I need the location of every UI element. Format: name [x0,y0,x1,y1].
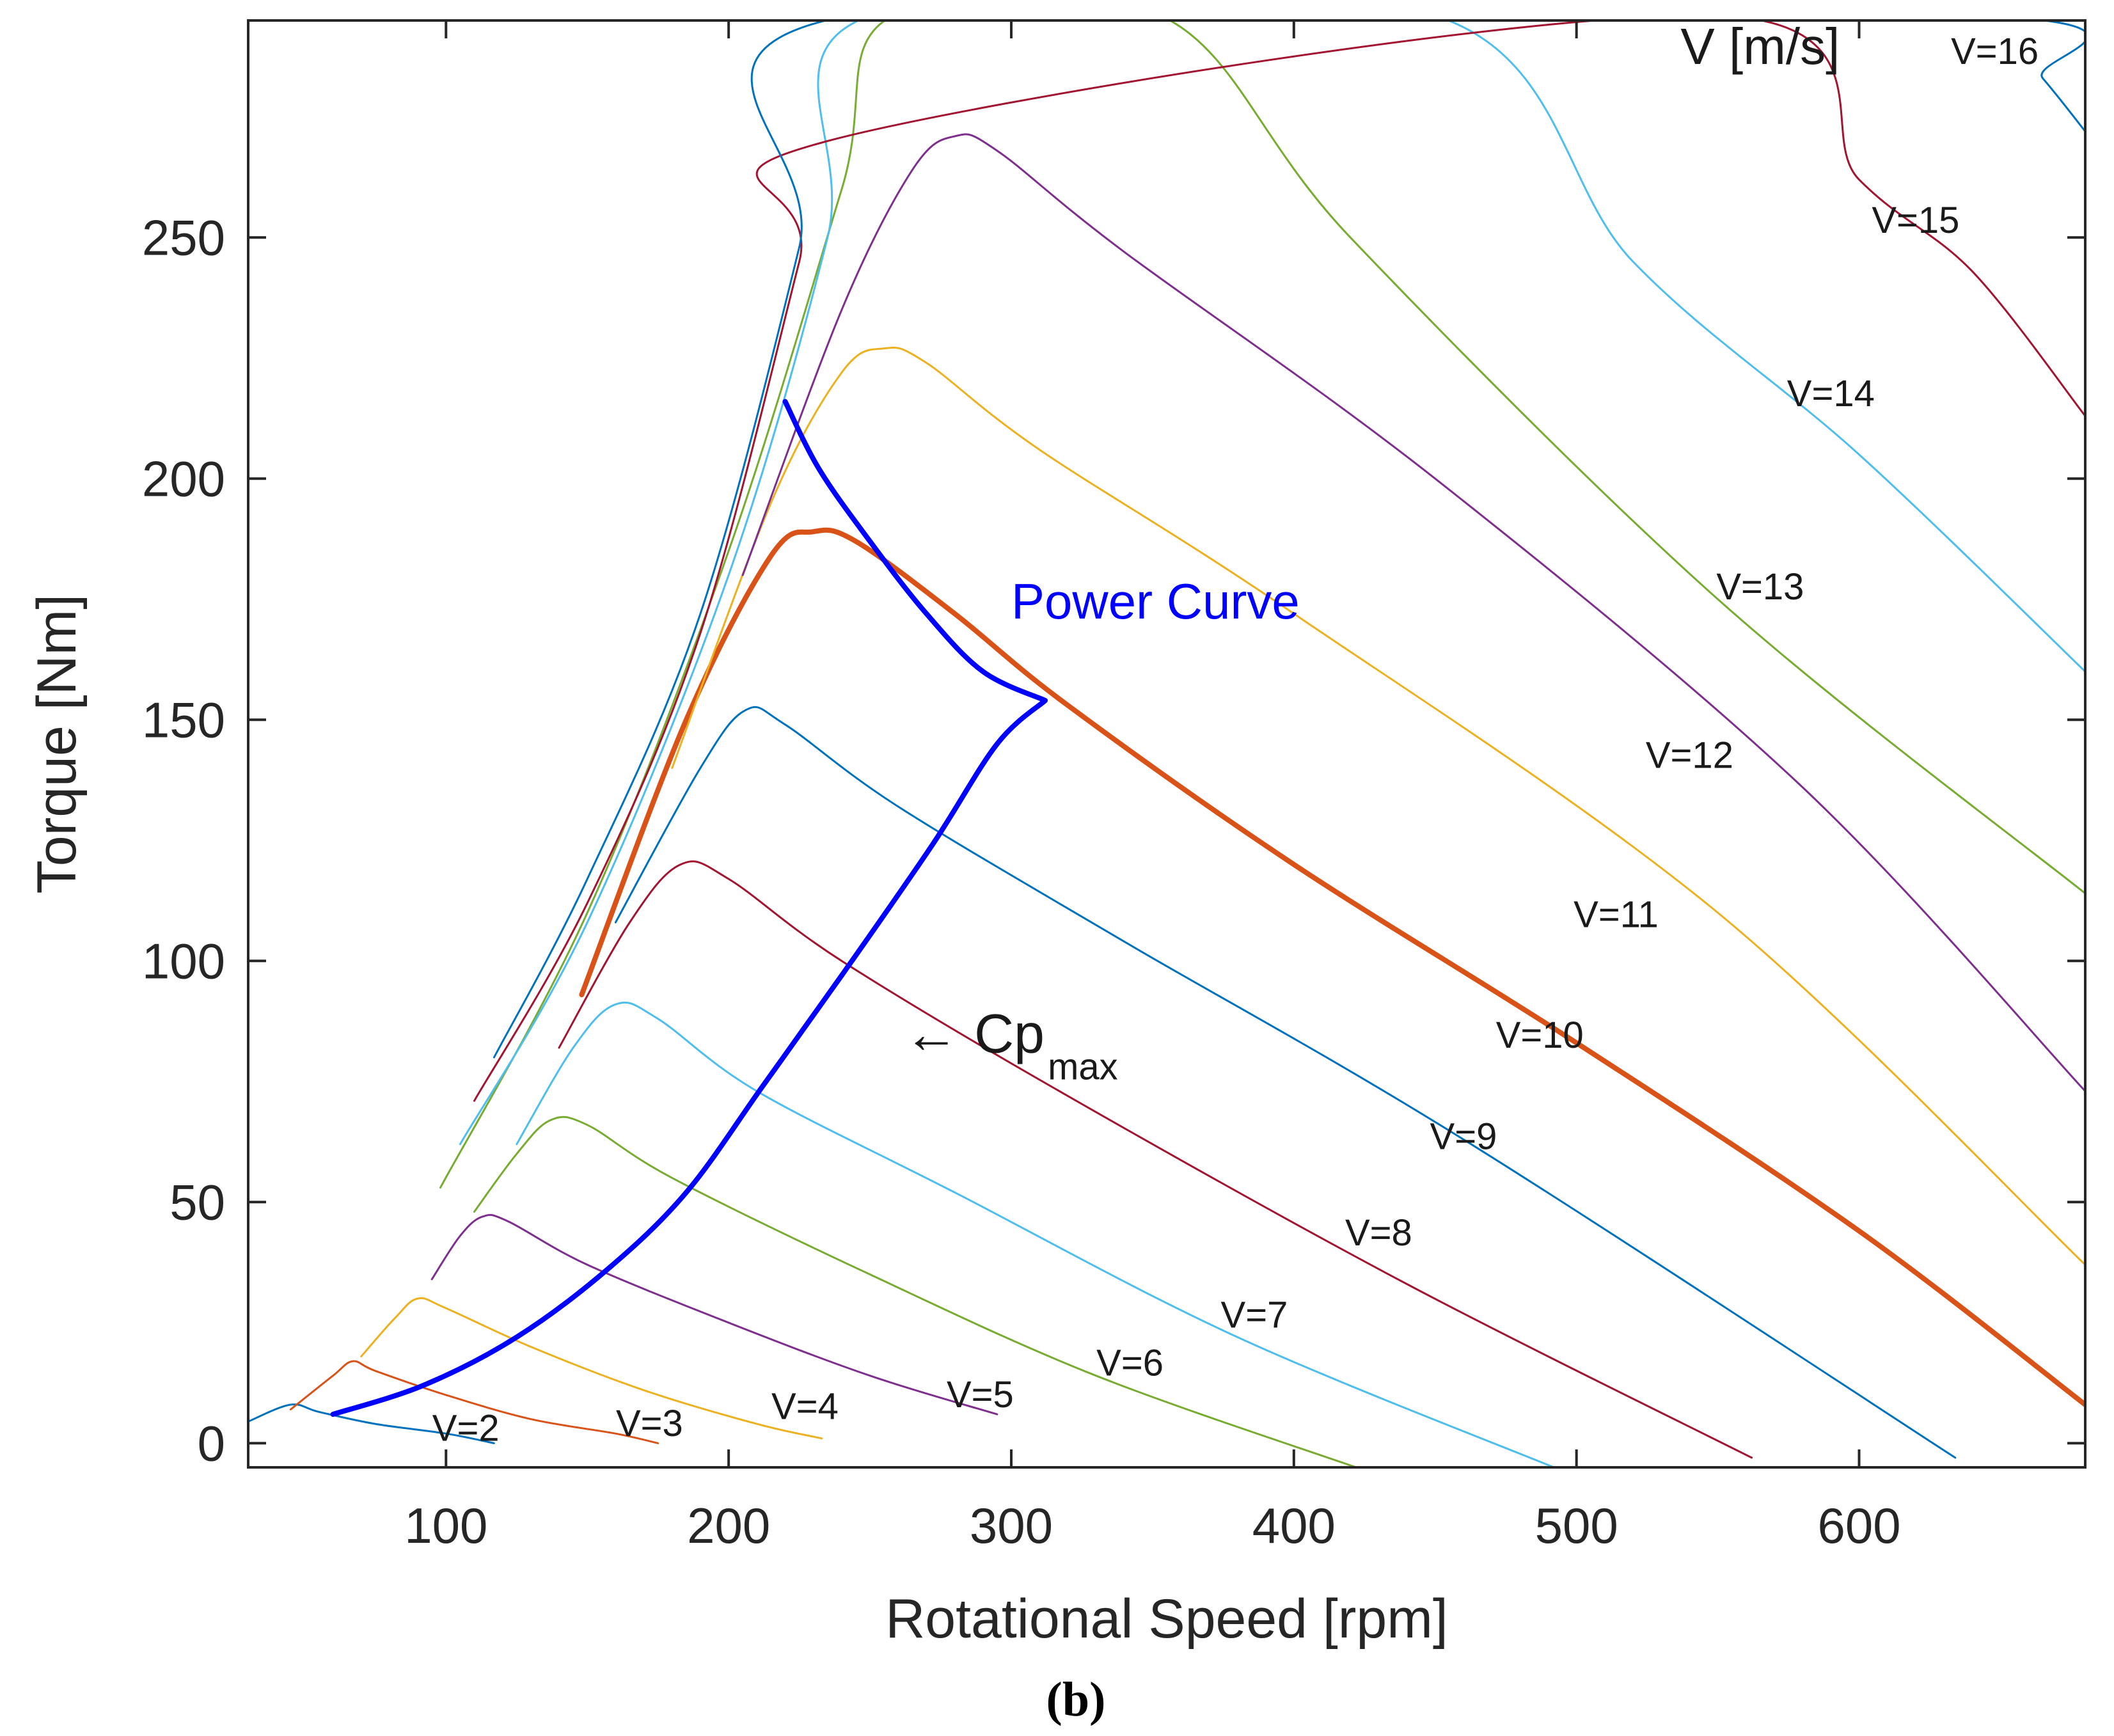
series-line-cp-max [330,698,1048,1417]
labels-layer: V=2 V=3 V=4 V=5 V=6 V=7 V=8 V=9 V=10 V=11 V=12 V=13… [432,18,2039,1449]
series-line-v-3 [289,1360,659,1444]
ticks-layer: 100 200 300 400 500 600 0 50 100 150 200 250 [142,20,2085,1554]
series-layer [248,20,2085,1467]
power-curve-label: Power Curve [1011,573,1300,629]
y-axis-title: Torque [Nm] [26,594,88,894]
curve-label-v-15: V=15 [1872,200,1959,241]
curve-label-v-12: V=12 [1646,735,1733,777]
curve-label-v-3: V=3 [616,1403,683,1444]
series-line-power-curve [782,398,1048,704]
curve-label-v-14: V=14 [1787,373,1875,414]
x-tick-label: 200 [687,1497,770,1554]
x-tick-label: 400 [1252,1497,1336,1554]
curve-label-v-10: V=10 [1496,1014,1584,1056]
series-line-v-8 [558,860,1753,1459]
y-tick-label: 250 [142,209,225,265]
cp-max-arrow: ← [904,1004,959,1065]
x-tick-label: 100 [404,1497,487,1554]
curve-label-v-4: V=4 [771,1386,839,1428]
legend-title: V [m/s] [1680,18,1840,75]
curve-label-v-9: V=9 [1430,1116,1497,1157]
curve-label-v-6: V=6 [1096,1343,1163,1384]
curve-label-v-13: V=13 [1716,566,1804,608]
curve-label-v-5: V=5 [947,1374,1014,1416]
series-line-v-10 [579,527,2085,1407]
cp-max-label: Cp [974,1004,1045,1065]
series-line-v-15 [473,20,2085,1102]
curve-label-v-2: V=2 [432,1408,500,1449]
series-line-v-6 [473,1116,1357,1467]
series-line-v-12 [741,133,2085,1093]
y-tick-label: 150 [142,691,225,748]
series-line-v-7 [516,1001,1555,1467]
x-tick-label: 300 [970,1497,1053,1554]
cp-max-subscript: max [1048,1046,1118,1088]
x-axis-title: Rotational Speed [rpm] [885,1588,1448,1650]
curve-label-v-8: V=8 [1345,1212,1412,1254]
series-line-v-4 [360,1297,823,1440]
y-tick-label: 100 [142,933,225,989]
series-line-v-2 [248,1403,495,1444]
curve-label-v-16: V=16 [1951,31,2039,72]
series-line-v-14 [459,20,2085,1146]
plot-frame [247,19,2086,1469]
curve-label-v-11: V=11 [1574,894,1659,936]
curve-label-v-7: V=7 [1221,1294,1288,1336]
figure-caption: (b) [1046,1673,1106,1726]
y-tick-label: 0 [198,1415,225,1471]
x-tick-label: 500 [1535,1497,1618,1554]
y-tick-label: 50 [170,1174,225,1230]
series-line-v-11 [671,347,2085,1266]
y-tick-label: 200 [142,450,225,507]
series-line-v-9 [614,706,1957,1459]
x-tick-label: 600 [1817,1497,1900,1554]
